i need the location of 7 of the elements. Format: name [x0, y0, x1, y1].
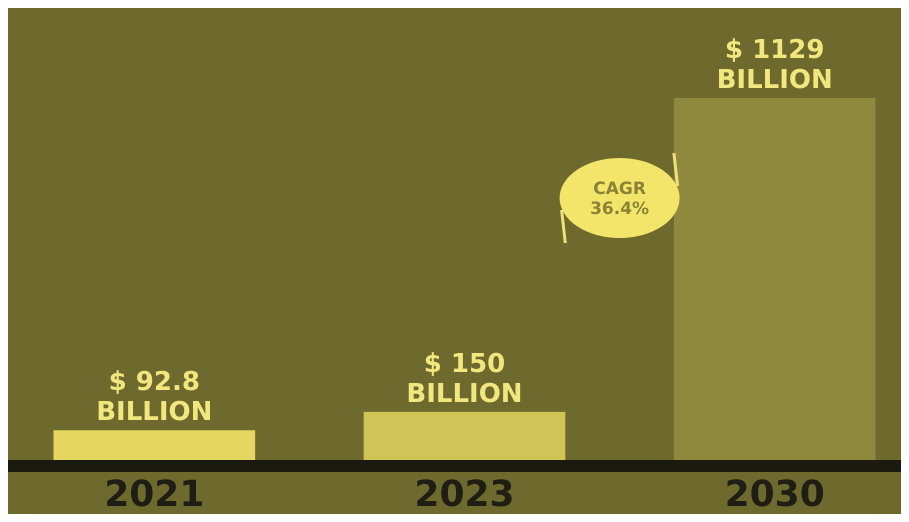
data-label: $ 92.8 BILLION [96, 367, 212, 428]
annotation: CAGR 36.4% [590, 179, 650, 219]
x-tick-label: 2021 [104, 474, 204, 515]
x-tick-label: 2023 [414, 474, 515, 515]
data-label: $ 1129 BILLION [716, 35, 833, 95]
data-label: $ 150 BILLION [406, 348, 523, 409]
x-tick-label: 2030 [724, 474, 825, 515]
